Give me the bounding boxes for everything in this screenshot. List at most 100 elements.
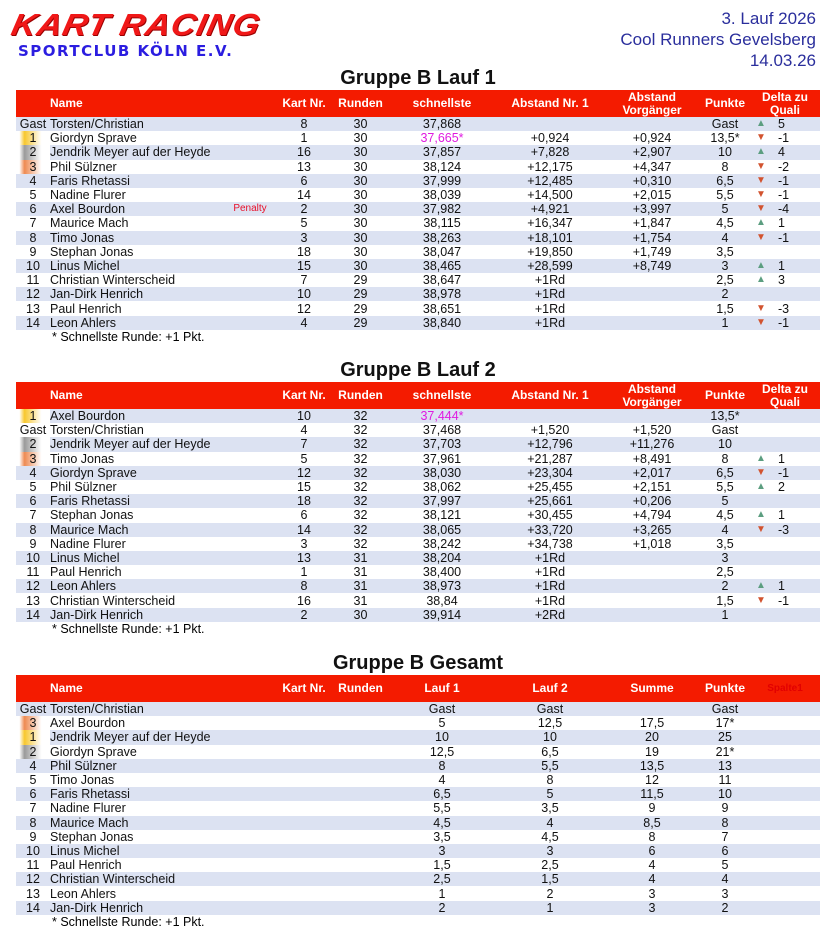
position: 4 [16, 173, 50, 188]
gap-to-leader: +1Rd [496, 287, 604, 302]
delta-icon [750, 437, 772, 452]
gap-to-previous [604, 315, 700, 330]
gap-to-leader: +1Rd [534, 593, 566, 608]
table-row: Gast Torsten/Christian Gast Gast Gast [16, 702, 821, 717]
column-header: Abstand Nr. 1 [496, 382, 604, 409]
laps: 32 [353, 508, 368, 523]
driver-name: Faris Rhetassi [50, 494, 225, 509]
gap-to-leader: +30,455 [527, 508, 573, 523]
penalty-label [225, 758, 275, 773]
table-row: 5 Nadine Flurer 14 30 38,039 +14,500 +2,015 5,5… [16, 188, 820, 202]
table-row: 3 Phil Sülzner 13 30 38,124 +12,175 +4,347 8 ▼ -2 [16, 159, 820, 174]
position: Gast [16, 702, 50, 717]
driver-name: Maurice Mach [50, 216, 129, 231]
laps [333, 830, 388, 844]
quali-delta: -4 [772, 202, 821, 217]
position: 1 [16, 409, 50, 424]
arrow-down-icon: ▼ [750, 522, 772, 537]
gap-to-leader: +34,738 [527, 536, 573, 551]
position: 12 [16, 872, 50, 887]
kart-number: 4 [300, 423, 308, 438]
kart-number: 16 [275, 145, 333, 160]
penalty-label [225, 537, 275, 551]
penalty-label [225, 409, 275, 424]
penalty-label [225, 465, 275, 480]
driver-name: Stephan Jonas [50, 829, 134, 844]
gap-to-previous [604, 607, 700, 622]
kart-number: 4 [275, 315, 333, 330]
table-row: 10 Linus Michel 15 30 38,465 +28,599 +8,749 3 ▲ 1 [16, 258, 821, 274]
table-row: 13 Christian Winterscheid 16 31 38,84 +1Rd 1,5… [16, 593, 820, 608]
column-header: Name [50, 90, 225, 117]
penalty-label [225, 830, 275, 844]
points: 2,5 [716, 565, 734, 580]
kart-number: 13 [297, 159, 311, 174]
kart-number: 3 [300, 536, 308, 551]
lauf-2-points: 4 [496, 815, 604, 830]
fastest-lap: 38,465 [388, 258, 496, 274]
laps: 31 [333, 550, 388, 566]
points: 3,5 [716, 536, 734, 551]
sum: 3 [648, 886, 656, 901]
points: 13 [700, 758, 750, 773]
position: Gast [16, 117, 50, 132]
column-header: schnellste [388, 90, 496, 117]
table-row: 11 Christian Winterscheid 7 29 38,647 +1Rd 2,5… [16, 273, 820, 287]
delta-icon [750, 758, 772, 773]
arrow-up-icon: ▲ [750, 258, 772, 274]
sum: 3 [604, 900, 700, 915]
laps [333, 773, 388, 787]
gap-to-leader: +12,796 [496, 437, 604, 452]
header-row: Name Kart Nr. Runden Lauf 1 Lauf 2 Summe Punkt… [16, 675, 821, 702]
delta-icon [750, 730, 772, 745]
laps: 32 [353, 536, 368, 551]
points: 2 [700, 287, 750, 302]
arrow-down-icon: ▼ [756, 132, 766, 144]
points: 2 [700, 900, 750, 915]
points: Gast [711, 423, 739, 438]
quali-delta: 1 [778, 451, 785, 466]
laps [333, 730, 388, 745]
position: 5 [29, 480, 37, 495]
delta-icon [750, 745, 772, 759]
penalty-label [225, 579, 275, 594]
column-header: Lauf 1 [388, 675, 496, 702]
driver-name: Christian Winterscheid [50, 593, 176, 608]
kart-number: 5 [300, 451, 308, 466]
kart-number: 18 [297, 244, 311, 259]
laps [333, 815, 388, 830]
delta-icon [750, 801, 772, 815]
quali-delta: 5 [772, 117, 821, 132]
points: 6 [700, 843, 750, 859]
fastest-lap: 38,062 [422, 480, 462, 495]
gap-to-previous: +0,924 [632, 131, 672, 146]
kart-number [275, 900, 333, 915]
penalty-label [225, 452, 275, 466]
gap-to-leader: +16,347 [527, 216, 573, 231]
delta-icon [750, 830, 772, 844]
penalty-label: Penalty [225, 202, 275, 217]
table-row: 9 Nadine Flurer 3 32 38,242 +34,738 +1,018 3,5 [16, 537, 820, 551]
table-row: Gast Torsten/Christian 4 32 37,468 +1,520 +1,5… [16, 423, 820, 437]
gap-to-leader: +1,520 [530, 423, 570, 438]
column-header [16, 90, 50, 117]
quali-delta: -1 [778, 131, 790, 146]
arrow-up-icon: ▲ [750, 117, 772, 132]
laps: 30 [333, 202, 388, 217]
fastest-lap: 37,997 [388, 494, 496, 509]
gap-to-previous [604, 579, 700, 594]
position: 6 [16, 202, 50, 217]
arrow-up-icon: ▲ [750, 145, 772, 160]
kart-number: 6 [300, 508, 308, 523]
gap-to-leader: +0,924 [530, 131, 570, 146]
position: 12 [16, 287, 50, 302]
laps: 32 [333, 494, 388, 509]
points: 4,5 [716, 508, 734, 523]
laps: 32 [333, 522, 388, 537]
table-row: Gast Torsten/Christian 8 30 37,868 Gast ▲ 5 [16, 117, 821, 132]
fastest-lap: 38,121 [422, 508, 462, 523]
laps: 30 [333, 258, 388, 274]
table-row: 6 Faris Rhetassi 18 32 37,997 +25,661 +0,206 5 [16, 494, 821, 509]
kart-number [275, 702, 333, 717]
laps: 30 [353, 188, 368, 203]
